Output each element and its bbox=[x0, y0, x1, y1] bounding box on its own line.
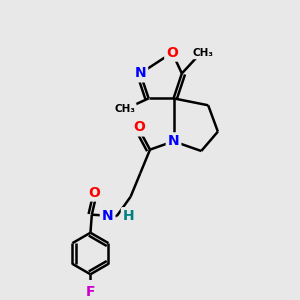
Text: N: N bbox=[134, 66, 146, 80]
Text: CH₃: CH₃ bbox=[114, 104, 135, 114]
Text: F: F bbox=[86, 285, 95, 299]
Text: N: N bbox=[168, 134, 179, 148]
Text: O: O bbox=[89, 186, 100, 200]
Text: H: H bbox=[123, 209, 134, 223]
Text: O: O bbox=[166, 46, 178, 60]
Text: CH₃: CH₃ bbox=[193, 48, 214, 58]
Text: N: N bbox=[102, 209, 113, 223]
Text: O: O bbox=[133, 121, 145, 134]
